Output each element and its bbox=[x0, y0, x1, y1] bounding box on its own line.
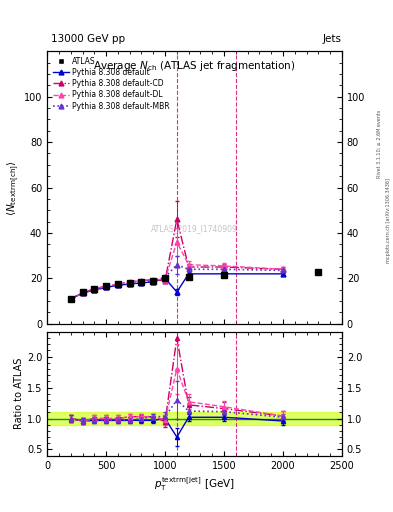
Text: 13000 GeV pp: 13000 GeV pp bbox=[51, 33, 125, 44]
Text: ATLAS_2019_I1740909: ATLAS_2019_I1740909 bbox=[151, 224, 238, 233]
Text: Jets: Jets bbox=[323, 33, 342, 44]
Text: Rivet 3.1.10; ≥ 2.6M events: Rivet 3.1.10; ≥ 2.6M events bbox=[377, 109, 382, 178]
X-axis label: $p_{\rm T}^{\rm textrm[jet]}$ [GeV]: $p_{\rm T}^{\rm textrm[jet]}$ [GeV] bbox=[154, 475, 235, 493]
Legend: ATLAS, Pythia 8.308 default, Pythia 8.308 default-CD, Pythia 8.308 default-DL, P: ATLAS, Pythia 8.308 default, Pythia 8.30… bbox=[51, 55, 171, 112]
Bar bbox=[47, 412, 342, 424]
Y-axis label: $\langle N_{\rm textrm[ch]}\rangle$: $\langle N_{\rm textrm[ch]}\rangle$ bbox=[5, 160, 21, 216]
Text: mcplots.cern.ch [arXiv:1306.3436]: mcplots.cern.ch [arXiv:1306.3436] bbox=[386, 178, 391, 263]
Text: Average $N_{\rm ch}$ (ATLAS jet fragmentation): Average $N_{\rm ch}$ (ATLAS jet fragment… bbox=[93, 59, 296, 73]
Y-axis label: Ratio to ATLAS: Ratio to ATLAS bbox=[14, 358, 24, 430]
